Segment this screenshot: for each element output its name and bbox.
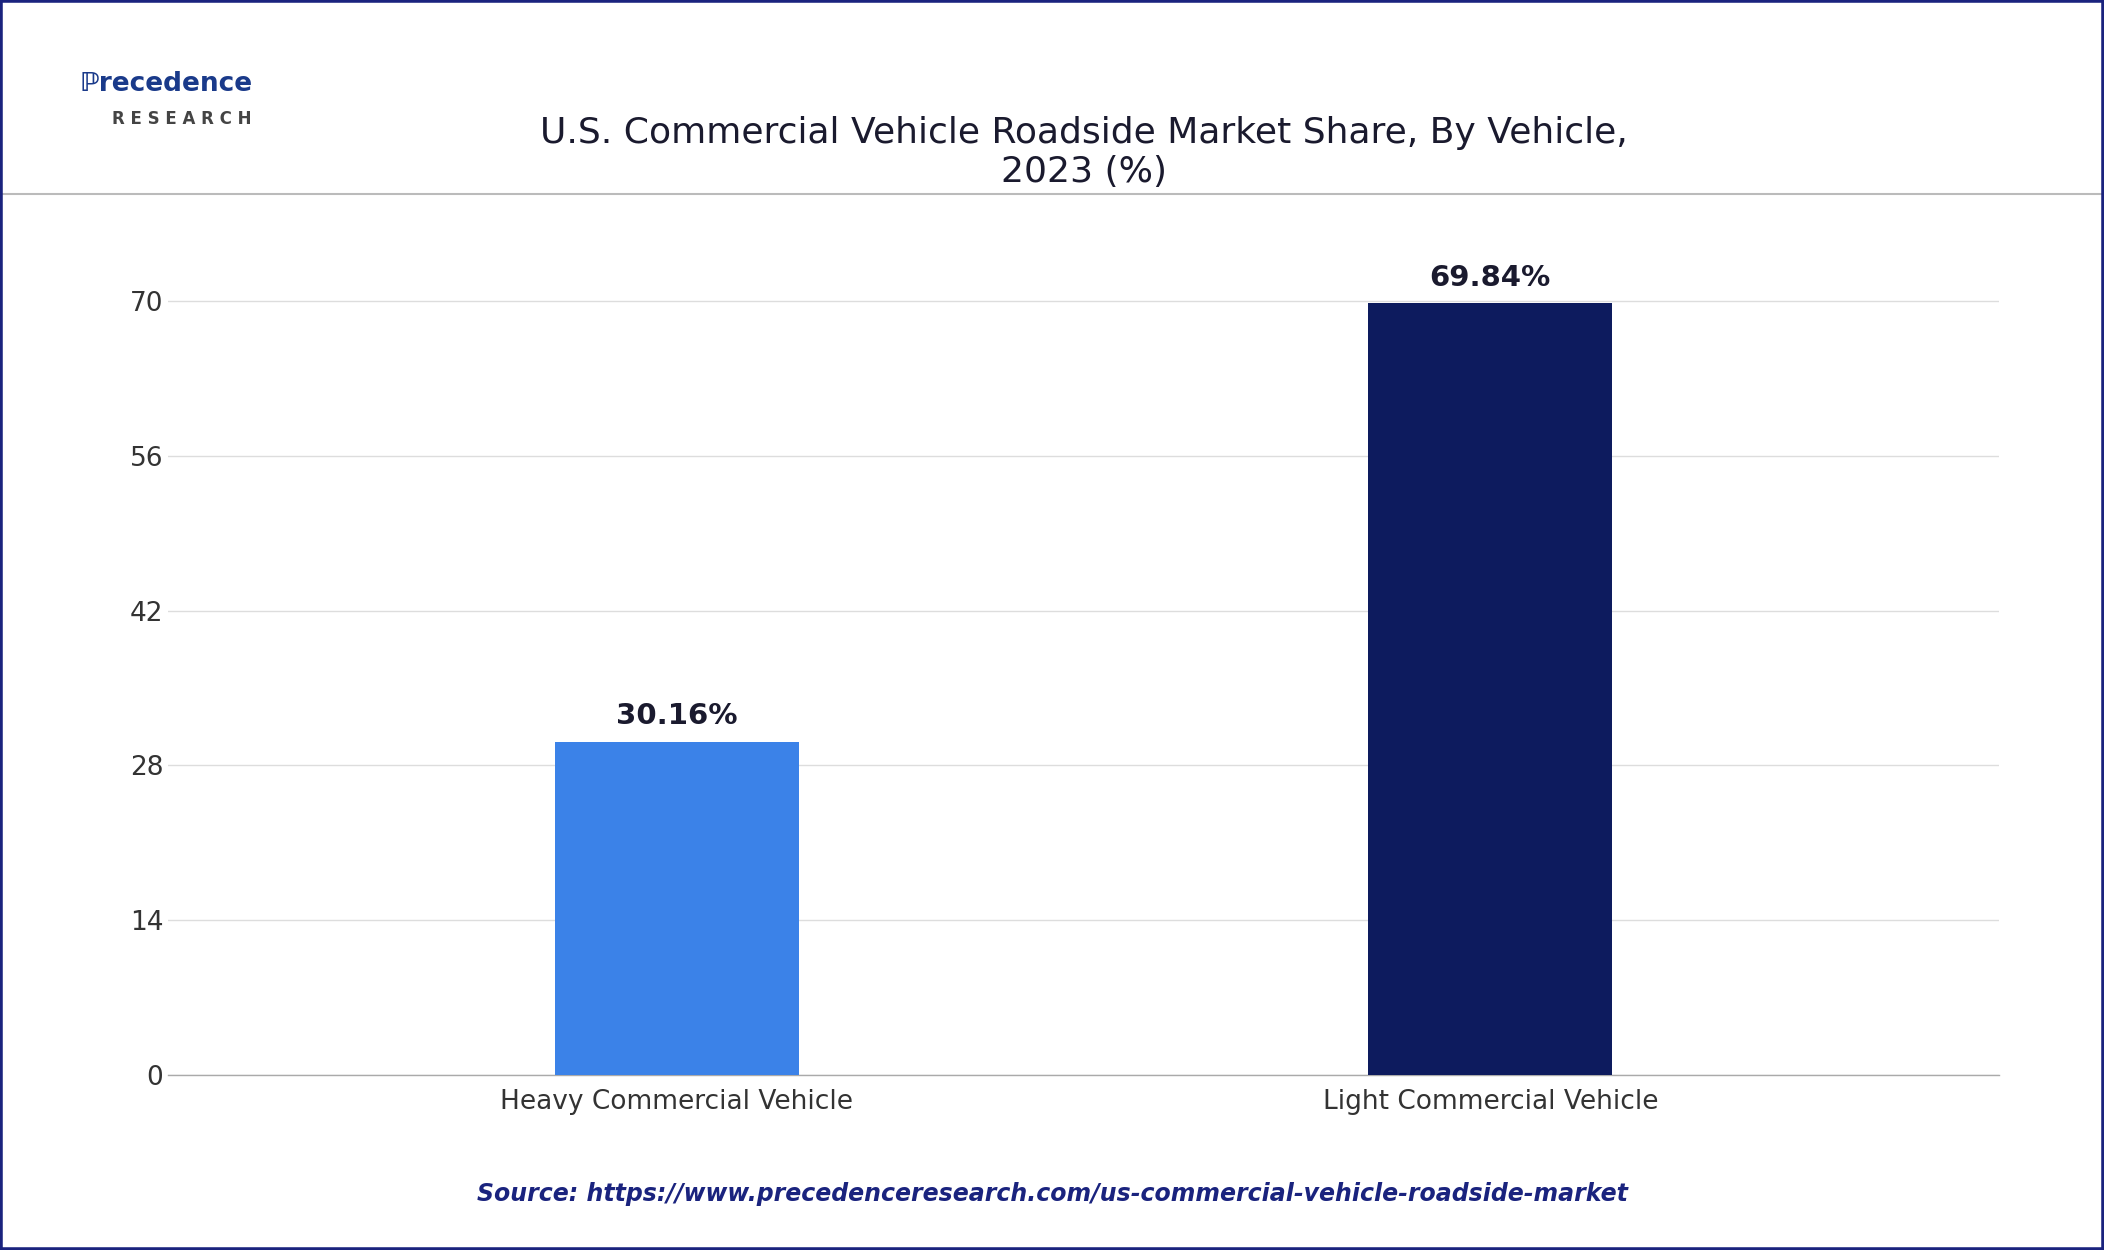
Text: 30.16%: 30.16%	[616, 703, 739, 730]
Title: U.S. Commercial Vehicle Roadside Market Share, By Vehicle,
2023 (%): U.S. Commercial Vehicle Roadside Market …	[541, 115, 1626, 189]
Bar	[555, 741, 800, 1075]
Text: 69.84%: 69.84%	[1431, 264, 1551, 291]
Text: ℙrecedence: ℙrecedence	[80, 71, 252, 96]
Text: Source: https://www.precedenceresearch.com/us-commercial-vehicle-roadside-market: Source: https://www.precedenceresearch.c…	[478, 1181, 1626, 1206]
Text: R E S E A R C H: R E S E A R C H	[112, 110, 250, 128]
Bar	[1368, 302, 1612, 1075]
